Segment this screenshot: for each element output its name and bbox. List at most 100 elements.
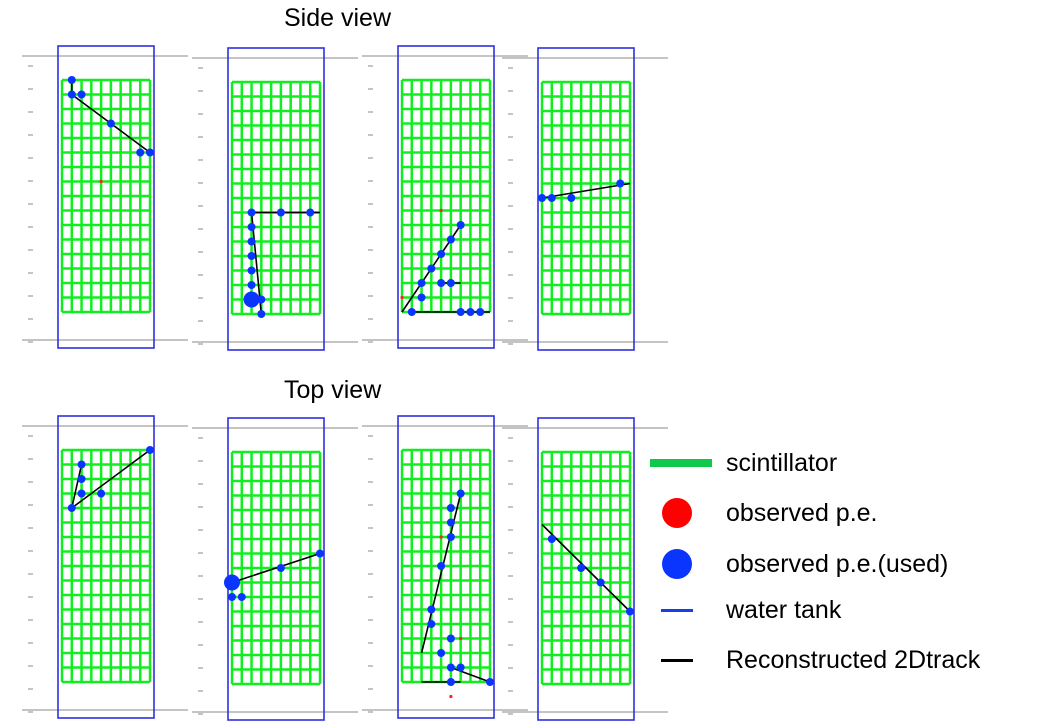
- v0-p2-observed-pe-used: [417, 279, 426, 287]
- v0-p1-observed-pe-used: [247, 266, 256, 275]
- v0-p1-observed-pe-used: [247, 237, 256, 246]
- v1-p3-observed-pe-used: [596, 578, 605, 587]
- v1-p0-observed-pe-used: [67, 504, 76, 512]
- v1-p0-observed-pe-used: [146, 446, 154, 454]
- v0-p1-observed-pe-used: [247, 252, 256, 260]
- v1-p1-reconstructed-track: [231, 552, 321, 584]
- v0-p1-observed-pe-used: [257, 295, 266, 304]
- v0-p2-observed-pe-used: [476, 308, 485, 316]
- v0-p0-observed-pe-used: [67, 90, 76, 99]
- v0-p1-observed-pe-used: [247, 223, 256, 231]
- v0-p2-water-tank: [397, 45, 495, 349]
- v0-p2-observed-pe-used: [466, 308, 475, 316]
- v0-p2-observed-pe-used: [427, 264, 436, 273]
- legend-label-observed-pe: observed p.e.: [726, 499, 878, 527]
- v1-p2-observed-pe-used: [446, 518, 455, 527]
- v0-p2-observed-pe: [439, 208, 443, 213]
- v1-p2-observed-pe-used: [437, 562, 446, 570]
- legend-item-observed-pe-used: observed p.e.(used): [650, 547, 1057, 581]
- v1-p2-observed-pe-used: [437, 649, 446, 657]
- blue-dot-icon: [662, 549, 692, 579]
- v1-p0-observed-pe-used: [77, 489, 86, 498]
- legend-item-reconstructed-track: Reconstructed 2Dtrack: [650, 643, 1057, 677]
- legend-item-observed-pe: observed p.e.: [650, 496, 1057, 530]
- v0-p2-observed-pe-used: [437, 250, 446, 258]
- v1-p2-reconstructed-track: [450, 666, 491, 683]
- v0-p1-observed-pe-used: [243, 291, 260, 308]
- v1-p1-observed-pe-used: [224, 574, 240, 591]
- v0-p3-observed-pe-used: [567, 194, 576, 202]
- v1-p2-observed-pe-used: [456, 489, 465, 498]
- v0-p3-water-tank: [537, 47, 635, 351]
- legend-label-water-tank: water tank: [726, 596, 842, 624]
- v0-p2-observed-pe-used: [417, 293, 426, 302]
- red-dot-icon: [662, 498, 692, 528]
- v1-p2-observed-pe: [459, 636, 463, 641]
- v0-p1-observed-pe-used: [257, 310, 266, 318]
- black-line-icon: [661, 659, 693, 662]
- v1-p2-observed-pe-used: [446, 663, 455, 672]
- v1-p2-observed-pe-used: [486, 678, 494, 686]
- v1-p3-observed-pe-used: [626, 607, 634, 616]
- v0-p3-observed-pe-used: [538, 194, 546, 202]
- v0-p2-observed-pe-used: [446, 279, 455, 287]
- v0-p0-observed-pe: [99, 179, 103, 184]
- v0-p2-observed-pe: [400, 295, 404, 300]
- scintillator-bar-icon: [650, 459, 712, 467]
- v1-p1-observed-pe-used: [228, 593, 236, 601]
- v1-p0-observed-pe-used: [77, 475, 86, 483]
- v0-p2-observed-pe-used: [456, 221, 465, 229]
- v0-p3-reconstructed-track: [541, 182, 631, 199]
- v1-p0-observed-pe-used: [77, 460, 86, 469]
- v0-p2-observed-pe-used: [437, 279, 446, 287]
- v1-p1-observed-pe-used: [276, 564, 285, 572]
- v0-p1-water-tank: [227, 47, 325, 351]
- v1-p0-reconstructed-track: [70, 464, 83, 509]
- v1-p2-observed-pe: [449, 694, 453, 699]
- v1-p3-reconstructed-track: [541, 523, 631, 613]
- v1-p2-observed-pe-used: [446, 533, 455, 541]
- v0-p0-water-tank: [57, 45, 155, 349]
- v1-p3-observed-pe-used: [577, 564, 586, 572]
- legend-label-scintillator: scintillator: [726, 449, 838, 477]
- legend-item-water-tank: water tank: [650, 593, 1057, 627]
- v1-p0-reconstructed-track: [71, 449, 151, 509]
- v1-p3-observed-pe-used: [547, 535, 556, 543]
- v0-p2-observed-pe-used: [407, 308, 416, 316]
- v1-p1-water-tank: [227, 417, 325, 721]
- v0-p2-observed-pe-used: [456, 308, 465, 316]
- blue-line-icon: [661, 609, 693, 612]
- v0-p1-observed-pe-used: [276, 208, 285, 217]
- v1-p0-observed-pe-used: [97, 489, 106, 498]
- v0-p0-observed-pe-used: [106, 119, 115, 128]
- v0-p3-observed-pe-used: [616, 179, 625, 188]
- v0-p1-observed-pe-used: [306, 208, 315, 217]
- legend-label-reconstructed-track: Reconstructed 2Dtrack: [726, 646, 981, 674]
- top-view-title: Top view: [284, 376, 382, 404]
- v0-p0-observed-pe-used: [77, 90, 86, 99]
- v1-p2-water-tank: [397, 415, 495, 719]
- v0-p1-observed-pe-used: [247, 208, 256, 217]
- v1-p1-observed-pe-used: [237, 593, 246, 601]
- v1-p2-observed-pe-used: [456, 663, 465, 672]
- v0-p1-observed-pe-used: [247, 281, 256, 289]
- v1-p2-observed-pe-used: [446, 678, 455, 686]
- v1-p2-observed-pe-used: [427, 605, 436, 614]
- side-view-title: Side view: [284, 4, 391, 32]
- v0-p2-observed-pe-used: [446, 235, 455, 244]
- legend-label-observed-pe-used: observed p.e.(used): [726, 550, 949, 578]
- v1-p2-reconstructed-track: [420, 493, 462, 654]
- v0-p0-observed-pe-used: [67, 76, 76, 84]
- v1-p2-observed-pe-used: [446, 634, 455, 643]
- v1-p2-observed-pe-used: [446, 504, 455, 512]
- v1-p3-water-tank: [537, 417, 635, 721]
- v1-p2-observed-pe: [439, 535, 443, 539]
- v1-p0-water-tank: [57, 415, 155, 719]
- v1-p1-observed-pe-used: [316, 549, 324, 558]
- v0-p0-observed-pe-used: [136, 148, 145, 157]
- legend-item-scintillator: scintillator: [650, 446, 1057, 480]
- v1-p2-observed-pe-used: [427, 620, 436, 628]
- v0-p3-observed-pe-used: [547, 194, 556, 202]
- v0-p0-observed-pe-used: [146, 148, 154, 157]
